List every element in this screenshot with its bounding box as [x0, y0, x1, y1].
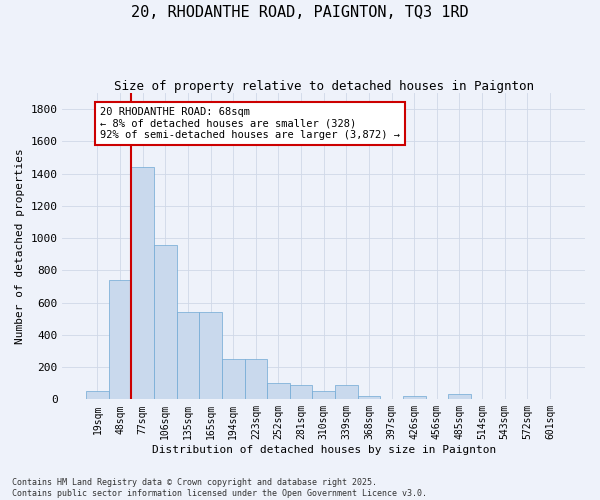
X-axis label: Distribution of detached houses by size in Paignton: Distribution of detached houses by size … — [152, 445, 496, 455]
Bar — [380, 398, 403, 400]
Bar — [131, 167, 154, 400]
Bar — [290, 385, 313, 400]
Bar — [358, 396, 380, 400]
Bar — [245, 359, 267, 400]
Text: Contains HM Land Registry data © Crown copyright and database right 2025.
Contai: Contains HM Land Registry data © Crown c… — [12, 478, 427, 498]
Bar — [86, 392, 109, 400]
Bar — [222, 359, 245, 400]
Bar — [154, 244, 176, 400]
Bar — [448, 394, 471, 400]
Bar — [539, 398, 561, 400]
Bar — [403, 396, 425, 400]
Title: Size of property relative to detached houses in Paignton: Size of property relative to detached ho… — [114, 80, 534, 93]
Bar — [176, 312, 199, 400]
Bar — [493, 398, 516, 400]
Bar — [335, 385, 358, 400]
Bar — [199, 312, 222, 400]
Bar — [267, 383, 290, 400]
Bar — [471, 398, 493, 400]
Bar — [109, 280, 131, 400]
Text: 20 RHODANTHE ROAD: 68sqm
← 8% of detached houses are smaller (328)
92% of semi-d: 20 RHODANTHE ROAD: 68sqm ← 8% of detache… — [100, 107, 400, 140]
Y-axis label: Number of detached properties: Number of detached properties — [15, 148, 25, 344]
Bar — [516, 398, 539, 400]
Text: 20, RHODANTHE ROAD, PAIGNTON, TQ3 1RD: 20, RHODANTHE ROAD, PAIGNTON, TQ3 1RD — [131, 5, 469, 20]
Bar — [313, 392, 335, 400]
Bar — [425, 398, 448, 400]
